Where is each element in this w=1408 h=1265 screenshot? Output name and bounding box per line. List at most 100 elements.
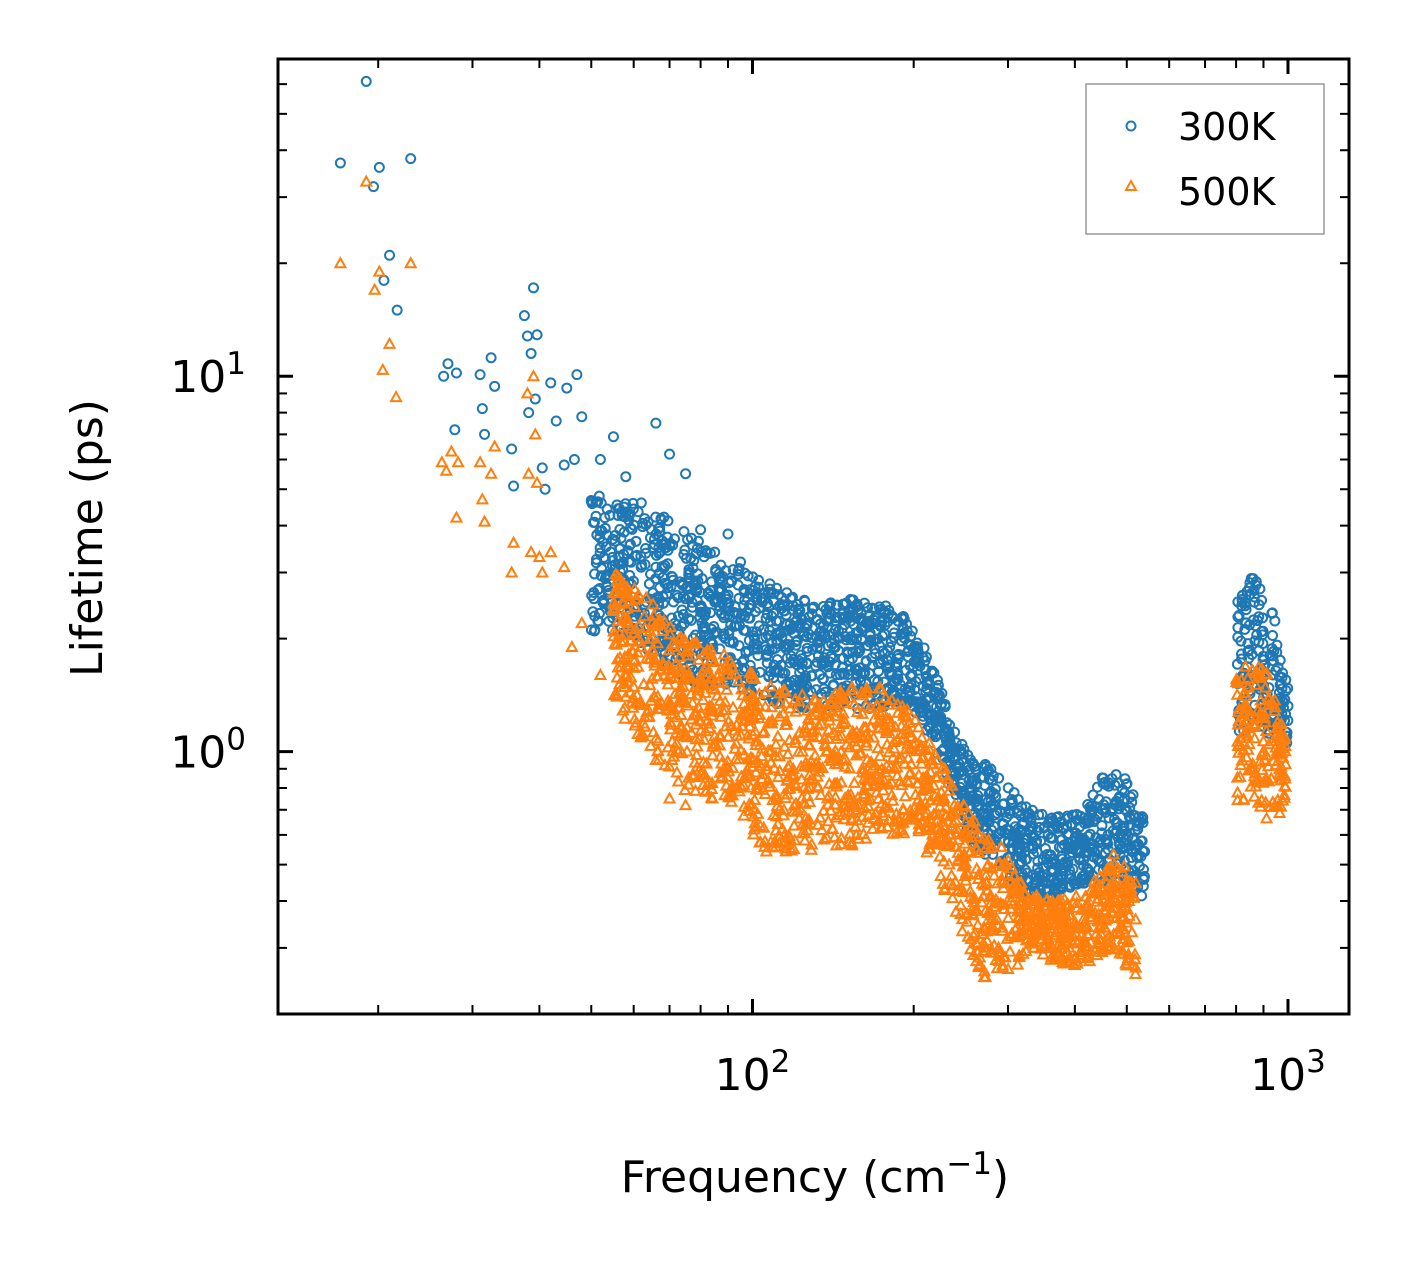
point-500k bbox=[1108, 871, 1123, 884]
point-500k bbox=[948, 874, 963, 887]
point-500k bbox=[911, 720, 926, 733]
point-500k bbox=[777, 827, 792, 840]
point-300k bbox=[858, 668, 870, 680]
point-500k bbox=[923, 780, 937, 793]
point-300k bbox=[706, 576, 718, 588]
point-500k bbox=[451, 455, 465, 468]
point-300k bbox=[593, 607, 605, 619]
point-500k bbox=[887, 741, 901, 754]
point-500k bbox=[704, 647, 718, 660]
point-500k bbox=[994, 839, 1008, 852]
point-500k bbox=[1081, 928, 1096, 941]
point-300k bbox=[334, 157, 346, 169]
point-500k bbox=[828, 756, 843, 769]
point-300k bbox=[609, 563, 621, 575]
point-500k bbox=[957, 884, 971, 897]
point-500k bbox=[1274, 759, 1288, 772]
point-300k bbox=[910, 691, 922, 703]
point-500k bbox=[828, 686, 843, 699]
point-500k bbox=[912, 817, 926, 830]
point-500k bbox=[782, 831, 797, 844]
point-300k bbox=[1103, 780, 1115, 792]
point-300k bbox=[1063, 843, 1075, 855]
point-500k bbox=[1247, 719, 1262, 733]
point-300k bbox=[1231, 658, 1243, 670]
point-300k bbox=[668, 596, 680, 608]
point-300k bbox=[956, 789, 968, 801]
point-500k bbox=[757, 724, 771, 737]
point-500k bbox=[1271, 792, 1285, 805]
point-500k bbox=[1101, 909, 1115, 922]
point-500k bbox=[855, 761, 869, 775]
point-500k bbox=[823, 751, 837, 764]
point-300k bbox=[597, 536, 609, 548]
point-500k bbox=[778, 791, 793, 804]
point-500k bbox=[880, 819, 895, 832]
point-500k bbox=[1124, 874, 1138, 887]
point-500k bbox=[619, 689, 633, 702]
point-500k bbox=[841, 690, 856, 703]
point-500k bbox=[873, 707, 887, 720]
x-tick-label: 102 bbox=[715, 1044, 791, 1101]
point-300k bbox=[722, 589, 734, 601]
point-500k bbox=[662, 759, 676, 772]
point-300k bbox=[884, 659, 896, 671]
point-500k bbox=[1114, 905, 1128, 918]
point-500k bbox=[930, 752, 945, 765]
legend-marker-500k bbox=[1124, 178, 1138, 191]
point-500k bbox=[857, 800, 871, 814]
x-tick-exp: 3 bbox=[1306, 1044, 1326, 1080]
point-300k bbox=[740, 625, 752, 637]
point-500k bbox=[665, 752, 679, 765]
y-tick-exp: 0 bbox=[226, 722, 246, 758]
point-500k bbox=[755, 771, 769, 784]
point-500k bbox=[648, 658, 662, 671]
point-500k bbox=[803, 738, 817, 751]
point-300k bbox=[979, 809, 991, 821]
point-500k bbox=[802, 712, 817, 725]
point-500k bbox=[705, 791, 720, 804]
point-500k bbox=[937, 767, 952, 780]
point-300k bbox=[824, 667, 836, 679]
point-300k bbox=[1266, 650, 1278, 662]
point-500k bbox=[847, 775, 862, 788]
point-500k bbox=[674, 718, 688, 731]
point-500k bbox=[1115, 943, 1130, 956]
point-300k bbox=[702, 588, 714, 600]
point-500k bbox=[857, 720, 871, 733]
point-500k bbox=[608, 636, 622, 649]
point-300k bbox=[589, 568, 601, 580]
point-500k bbox=[684, 686, 698, 700]
point-500k bbox=[1052, 937, 1066, 950]
point-300k bbox=[727, 637, 739, 649]
point-300k bbox=[1018, 818, 1030, 830]
point-500k bbox=[773, 696, 787, 709]
point-300k bbox=[1082, 863, 1094, 875]
point-300k bbox=[860, 656, 872, 668]
point-500k bbox=[743, 713, 757, 726]
point-300k bbox=[723, 628, 735, 640]
point-500k bbox=[977, 920, 991, 933]
point-500k bbox=[866, 730, 881, 743]
point-500k bbox=[787, 842, 801, 855]
point-500k bbox=[593, 667, 608, 680]
point-500k bbox=[622, 593, 636, 606]
point-500k bbox=[980, 933, 994, 946]
point-500k bbox=[958, 814, 973, 828]
point-300k bbox=[920, 686, 932, 698]
point-500k bbox=[922, 735, 936, 748]
point-500k bbox=[782, 733, 797, 746]
point-500k bbox=[1106, 847, 1121, 860]
point-500k bbox=[1278, 779, 1293, 792]
point-500k bbox=[606, 601, 621, 614]
point-300k bbox=[764, 666, 776, 678]
point-500k bbox=[949, 802, 964, 815]
point-500k bbox=[620, 601, 634, 614]
point-500k bbox=[876, 808, 890, 821]
point-500k bbox=[706, 736, 721, 749]
point-500k bbox=[842, 761, 857, 774]
point-300k bbox=[1275, 678, 1287, 690]
legend: 300K 500K bbox=[1085, 83, 1325, 235]
point-500k bbox=[858, 685, 872, 698]
point-500k bbox=[670, 765, 684, 778]
